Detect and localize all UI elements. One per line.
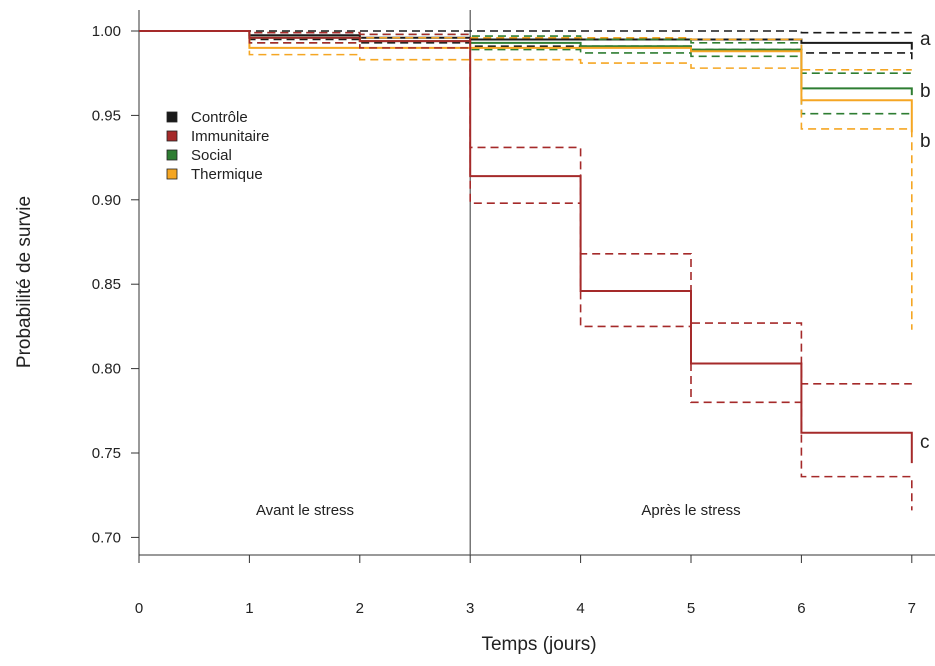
series-thermique <box>139 30 913 330</box>
x-tick-label: 0 <box>135 600 143 617</box>
legend-label: Social <box>191 147 232 164</box>
ci-upper-line <box>139 30 912 71</box>
y-tick-label: 0.75 <box>92 445 121 462</box>
survival-line <box>139 30 913 50</box>
ci-lower-line <box>139 30 913 511</box>
x-tick-label: 1 <box>245 600 253 617</box>
series-layer <box>139 30 913 511</box>
x-axis-ticks: 0 1 2 3 4 5 6 7 <box>135 555 916 617</box>
x-tick-label: 5 <box>687 600 695 617</box>
legend-label: Thermique <box>191 166 263 183</box>
legend-swatch <box>166 149 178 161</box>
ci-upper-line <box>139 30 912 34</box>
legend-swatch <box>166 130 178 142</box>
legend: Contrôle Immunitaire Social Thermique <box>166 109 269 183</box>
x-tick-label: 7 <box>908 600 916 617</box>
significance-letter: b <box>920 131 931 152</box>
y-tick-label: 0.90 <box>92 192 121 209</box>
y-tick-label: 1.00 <box>92 23 121 40</box>
y-tick-label: 0.80 <box>92 361 121 378</box>
significance-letter: c <box>920 432 930 453</box>
x-tick-label: 2 <box>356 600 364 617</box>
y-tick-label: 0.95 <box>92 107 121 124</box>
series-immunitaire <box>139 30 913 511</box>
annotation-before-stress: Avant le stress <box>256 502 354 519</box>
y-tick-label: 0.85 <box>92 276 121 293</box>
significance-letter: a <box>920 29 931 50</box>
survival-line <box>139 30 913 133</box>
legend-swatch <box>166 168 178 180</box>
x-tick-label: 3 <box>466 600 474 617</box>
x-tick-label: 6 <box>797 600 805 617</box>
x-tick-label: 4 <box>576 600 584 617</box>
x-axis-title: Temps (jours) <box>481 634 596 655</box>
y-axis-title: Probabilité de survie <box>14 196 35 368</box>
annotation-after-stress: Après le stress <box>641 502 740 519</box>
legend-label: Contrôle <box>191 109 248 126</box>
y-tick-label: 0.70 <box>92 529 121 546</box>
survival-line <box>139 30 913 96</box>
legend-swatch <box>166 111 178 123</box>
legend-label: Immunitaire <box>191 128 269 145</box>
survival-line <box>139 30 913 464</box>
significance-letter: b <box>920 81 931 102</box>
ci-lower-line <box>139 30 913 330</box>
y-axis-ticks: 0.70 0.75 0.80 0.85 0.90 0.95 1.00 <box>92 23 139 546</box>
series-social <box>139 30 913 116</box>
ci-upper-line <box>139 30 912 385</box>
